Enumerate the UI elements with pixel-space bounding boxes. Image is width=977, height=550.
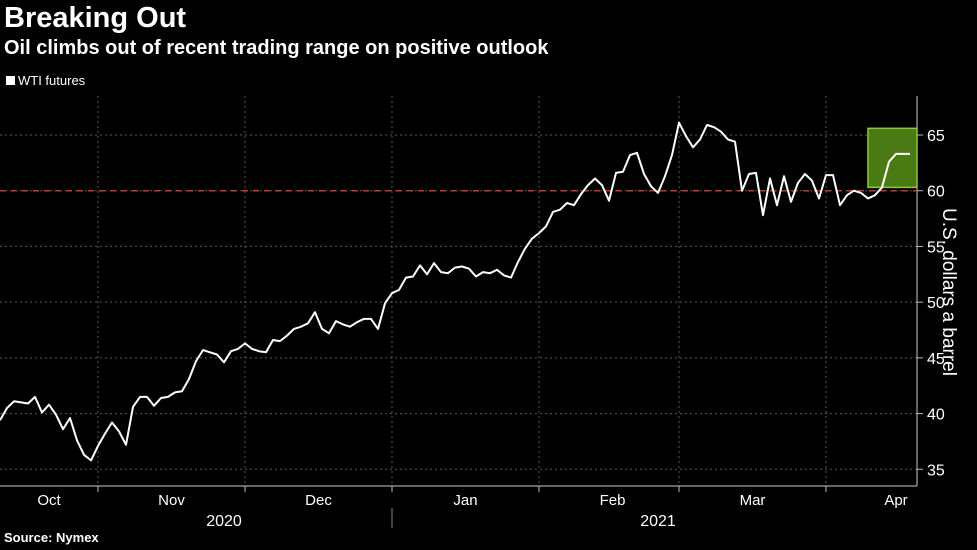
x-tick-label-dec: Dec xyxy=(305,492,332,509)
chart-subtitle: Oil climbs out of recent trading range o… xyxy=(4,37,549,59)
y-tick-label-35: 35 xyxy=(927,462,945,479)
x-tick-label-nov: Nov xyxy=(158,492,185,509)
y-tick-label-65: 65 xyxy=(927,128,945,145)
highlight-box xyxy=(867,127,918,189)
y-tick-label-55: 55 xyxy=(927,239,945,256)
y-tick-label-45: 45 xyxy=(927,351,945,368)
chart-title: Breaking Out xyxy=(4,2,187,34)
legend: WTI futures xyxy=(6,73,85,88)
x-tick-label-oct: Oct xyxy=(37,492,61,509)
year-label-2021: 2021 xyxy=(640,513,676,530)
year-label-2020: 2020 xyxy=(206,513,242,530)
x-tick-label-mar: Mar xyxy=(740,492,766,509)
y-tick-label-50: 50 xyxy=(927,295,945,312)
legend-label: WTI futures xyxy=(18,73,86,88)
legend-swatch xyxy=(6,76,15,85)
source-note: Source: Nymex xyxy=(4,530,99,545)
series-line-wti-futures xyxy=(0,121,910,462)
x-tick-label-jan: Jan xyxy=(453,492,477,509)
x-tick-label-feb: Feb xyxy=(600,492,626,509)
y-tick-label-60: 60 xyxy=(927,184,945,201)
x-tick-label-apr: Apr xyxy=(884,492,907,509)
y-tick-label-40: 40 xyxy=(927,407,945,424)
